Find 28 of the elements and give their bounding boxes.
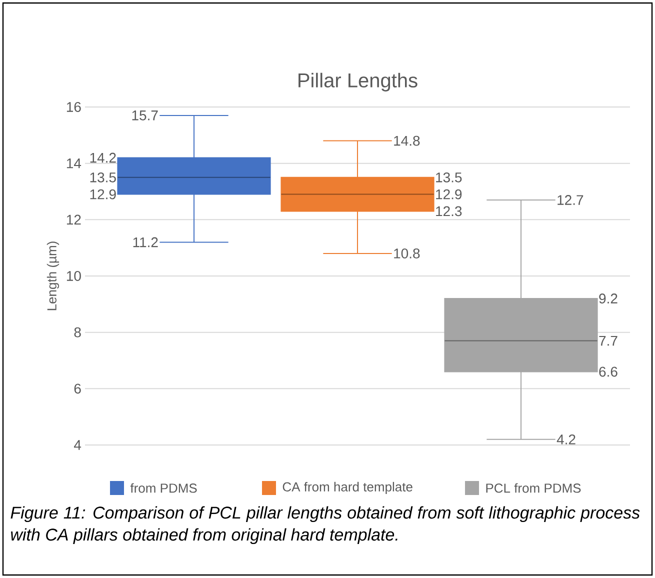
annotation: 9.2: [599, 294, 618, 304]
annotation: 14.8: [394, 136, 420, 146]
y-tick-label: 6: [74, 384, 81, 394]
legend-label: PCL from PDMS: [486, 483, 581, 493]
annotation: 10.8: [394, 248, 420, 258]
annotation: 7.7: [599, 336, 618, 346]
legend-label: from PDMS: [130, 483, 197, 493]
annotation: 15.7: [132, 110, 158, 120]
caption: Figure 11: Comparison of PCL pillar lengths obtained from soft lithographic process with CA pillars obtained from original hard template.: [10, 506, 640, 544]
y-tick-label: 4: [74, 440, 82, 450]
annotation: 11.2: [133, 237, 158, 248]
annotation: 12.9: [436, 189, 462, 200]
annotation: 12.3: [436, 206, 462, 216]
y-axis-title: Length (µm): [46, 242, 60, 310]
annotation: 4.2: [556, 434, 576, 444]
annotation: 14.2: [90, 152, 116, 163]
chart-title: Pillar Lengths: [298, 72, 418, 92]
y-tick-label: 16: [66, 102, 81, 112]
y-tick-label: 12: [66, 214, 81, 225]
y-tick-label: 10: [66, 271, 81, 281]
y-tick-label: 14: [66, 158, 82, 168]
annotation: 12.7: [558, 195, 584, 205]
annotation: 13.5: [90, 172, 116, 182]
y-tick-label: 8: [74, 327, 81, 338]
annotation: 13.5: [436, 172, 462, 182]
annotation: 12.9: [90, 189, 116, 200]
annotation: 6.6: [599, 366, 618, 377]
legend-label: CA from hard template: [282, 482, 412, 494]
